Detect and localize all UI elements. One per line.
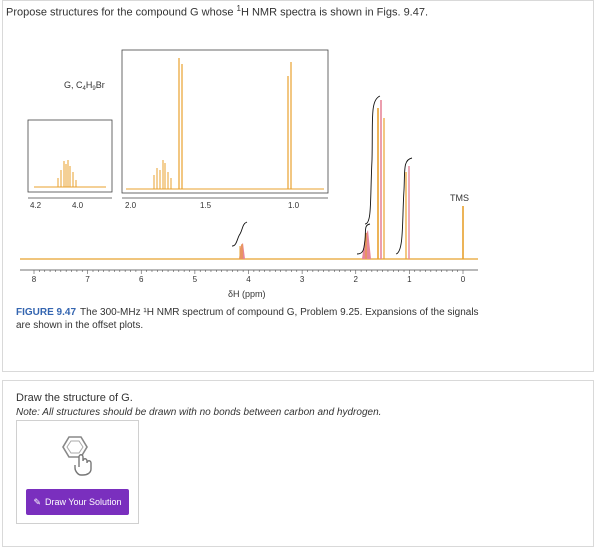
main-tick-label-7: 7 xyxy=(85,275,90,284)
draw-your-solution-button[interactable]: ✎ Draw Your Solution xyxy=(26,489,129,515)
molecule-drawing-icon xyxy=(62,436,92,476)
main-tick-label-5: 5 xyxy=(193,275,198,284)
inset-2ppm-tick-2-0: 2.0 xyxy=(125,201,137,210)
inset-2ppm-peaks xyxy=(153,58,292,189)
question-text: Propose structures for the compound G wh… xyxy=(6,4,429,19)
main-tick-label-0: 0 xyxy=(461,275,466,284)
inset-4ppm-peaks xyxy=(57,160,77,187)
inset-2ppm-tick-1-5: 1.5 xyxy=(200,201,212,210)
main-peak-1-0ppm xyxy=(377,100,410,259)
main-tick-label-3: 3 xyxy=(300,275,305,284)
integral-curve-1-9ppm xyxy=(356,223,371,255)
main-tick-label-6: 6 xyxy=(139,275,144,284)
main-tick-label-8: 8 xyxy=(32,275,37,284)
x-axis-label: δH (ppm) xyxy=(228,289,266,299)
pencil-icon: ✎ xyxy=(33,496,41,507)
draw-button-label: Draw Your Solution xyxy=(44,497,122,507)
inset-4ppm-tick-4-0: 4.0 xyxy=(72,201,84,210)
main-axis-minor-ticks xyxy=(33,270,464,274)
figure-caption: FIGURE 9.47 The 300-MHz ¹H NMR spectrum o… xyxy=(16,306,486,332)
main-tick-label-4: 4 xyxy=(246,275,251,284)
tms-label: TMS xyxy=(450,193,469,203)
main-peak-1-9ppm xyxy=(362,230,371,259)
solution-box[interactable]: ✎ Draw Your Solution xyxy=(16,420,139,524)
inset-2ppm-tick-1-0: 1.0 xyxy=(288,201,300,210)
main-tick-label-2: 2 xyxy=(354,275,359,284)
draw-note: Note: All structures should be drawn wit… xyxy=(16,407,382,418)
caption-figure-number: FIGURE 9.47 xyxy=(16,307,77,318)
integral-curve-1-0ppm-b xyxy=(395,157,413,255)
caption-text: The 300-MHz ¹H NMR spectrum of compound … xyxy=(16,307,479,331)
inset-4ppm-tick-4-2: 4.2 xyxy=(30,201,42,210)
draw-title: Draw the structure of G. xyxy=(16,392,133,404)
inset-2ppm-frame xyxy=(121,49,329,194)
nmr-spectrum-figure: G, C4H9Br 4.2 4.0 2.0 1.5 1.0 xyxy=(20,49,478,299)
integral-curve-1-0ppm xyxy=(364,95,381,225)
integral-curve-4ppm xyxy=(231,221,248,247)
main-peak-4ppm xyxy=(239,243,245,259)
main-tick-label-1: 1 xyxy=(407,275,412,284)
compound-label: G, C4H9Br xyxy=(64,80,105,92)
